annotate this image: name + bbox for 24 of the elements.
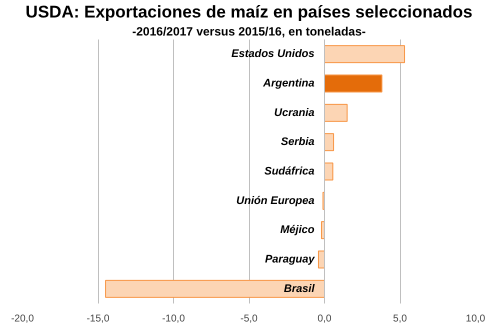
bar [105,280,325,298]
x-tick-label: 5,0 [393,314,408,324]
x-tick-label: -20,0 [11,314,34,324]
bar [324,45,406,64]
x-tick-label: 10,0 [466,314,486,324]
y-tick-label: Ucrania [274,106,315,119]
y-tick-label: Serbia [280,136,315,148]
bar [324,104,348,122]
y-tick-label: Brasil [284,282,316,295]
x-tick-label: -10,0 [162,314,186,324]
y-tick-label: Argentina [262,78,315,90]
x-tick-label: 0,0 [318,314,332,324]
y-tick-label: Méjico [280,224,315,236]
x-tick-label: -15,0 [86,314,110,324]
y-tick-label: Sudáfrica [264,166,315,178]
y-tick-label: Unión Europea [236,194,315,207]
y-tick-label: Paraguay [264,254,316,266]
y-tick-label: Estados Unidos [231,48,314,60]
chart-title: USDA: Exportaciones de maíz en países seleccionados [26,2,472,22]
chart-subtitle: -2016/2017 versus 2015/16, en toneladas- [132,24,366,38]
x-tick-label: -5,0 [240,314,258,324]
bar [324,74,382,93]
bar [324,133,334,152]
bar [324,162,334,181]
